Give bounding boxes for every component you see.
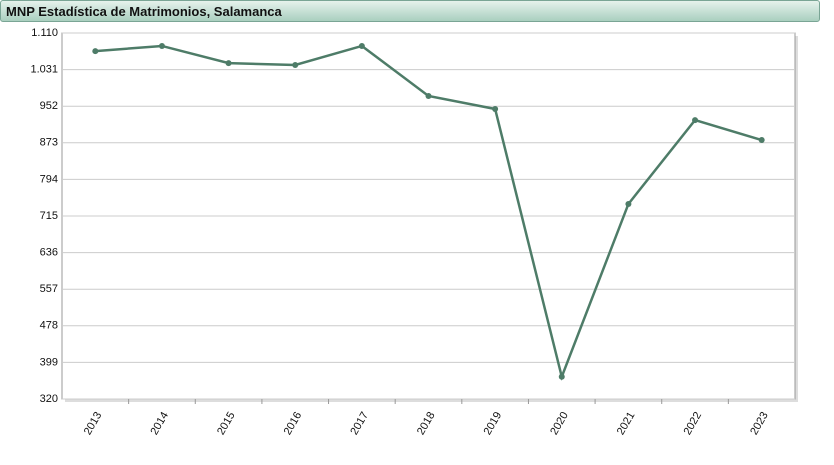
y-tick-label: 1.031	[30, 64, 58, 76]
point	[492, 105, 499, 112]
x-tick-label: 2021	[615, 410, 638, 437]
y-tick-label: 636	[40, 247, 58, 259]
y-tick-label: 557	[40, 283, 58, 295]
point	[225, 60, 232, 67]
point	[92, 48, 99, 55]
y-tick-label: 952	[40, 100, 58, 112]
point	[692, 117, 699, 124]
point	[625, 200, 632, 207]
point	[558, 373, 565, 380]
x-tick-label: 2022	[682, 410, 705, 437]
x-tick-label: 2019	[482, 410, 505, 437]
chart-title: MNP Estadística de Matrimonios, Salamanc…	[0, 0, 820, 22]
x-tick-label: 2015	[215, 410, 238, 437]
x-tick-label: 2017	[348, 410, 371, 437]
x-tick-label: 2013	[82, 410, 105, 437]
y-tick-label: 320	[40, 393, 58, 405]
x-tick-label: 2018	[415, 410, 438, 437]
point	[758, 137, 765, 144]
x-tick-label: 2020	[548, 410, 571, 437]
point	[158, 42, 165, 49]
x-tick-label: 2016	[282, 410, 305, 437]
point	[358, 42, 365, 49]
y-tick-label: 794	[40, 173, 58, 185]
x-tick-label: 2023	[748, 410, 771, 437]
point	[292, 61, 299, 68]
y-tick-label: 478	[40, 320, 58, 332]
x-tick-label: 2014	[148, 410, 171, 437]
y-tick-label: 715	[40, 210, 58, 222]
y-tick-label: 873	[40, 137, 58, 149]
y-tick-label: 1.110	[31, 27, 58, 39]
y-tick-label: 399	[40, 356, 58, 368]
point	[425, 93, 432, 100]
